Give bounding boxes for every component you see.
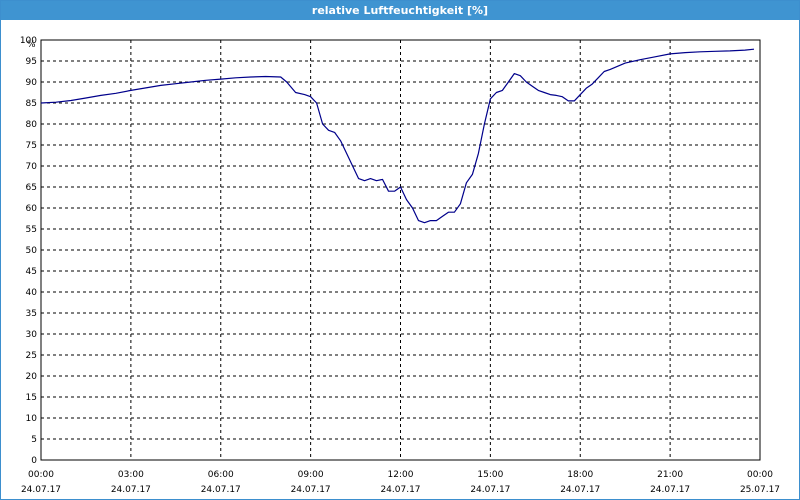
- y-tick-label: 0: [31, 456, 37, 466]
- x-tick-time-label: 09:00: [298, 470, 324, 480]
- x-tick-date-label: 24.07.17: [380, 485, 420, 495]
- y-tick-label: 5: [31, 435, 37, 445]
- x-tick-date-label: 24.07.17: [111, 485, 151, 495]
- y-axis-unit-label: %: [27, 40, 36, 50]
- x-tick-time-label: 06:00: [208, 470, 234, 480]
- y-tick-label: 55: [26, 225, 37, 235]
- plot-area-border: [40, 39, 761, 461]
- x-tick-time-label: 12:00: [388, 470, 414, 480]
- y-tick-label: 30: [26, 330, 38, 340]
- x-tick-date-label: 24.07.17: [291, 485, 331, 495]
- series-line-humidity: [40, 48, 755, 224]
- x-tick-time-label: 03:00: [118, 470, 144, 480]
- x-tick-time-label: 00:00: [747, 470, 773, 480]
- y-tick-label: 25: [26, 351, 37, 361]
- x-tick-time-label: 15:00: [477, 470, 503, 480]
- grid-lines: [41, 40, 760, 460]
- y-tick-label: 75: [26, 141, 37, 151]
- y-tick-label: 90: [26, 78, 38, 88]
- x-tick-time-label: 00:00: [28, 470, 54, 480]
- x-tick-date-label: 24.07.17: [560, 485, 600, 495]
- y-tick-label: 65: [26, 183, 37, 193]
- series-layer: [40, 48, 755, 224]
- y-tick-label: 60: [26, 204, 38, 214]
- y-tick-label: 50: [26, 246, 38, 256]
- y-tick-label: 70: [26, 162, 38, 172]
- x-tick-date-label: 24.07.17: [470, 485, 510, 495]
- x-tick-date-label: 24.07.17: [650, 485, 690, 495]
- y-tick-label: 20: [26, 372, 38, 382]
- x-tick-time-label: 18:00: [567, 470, 593, 480]
- x-tick-date-label: 24.07.17: [21, 485, 61, 495]
- x-axis-ticks: 00:00 24.07.17 03:00 24.07.17 06:00 24.07.17 0…: [21, 470, 780, 495]
- y-tick-label: 10: [26, 414, 38, 424]
- x-tick-date-label: 25.07.17: [740, 485, 780, 495]
- chart-title: relative Luftfeuchtigkeit [%]: [1, 1, 799, 20]
- y-tick-label: 100: [20, 36, 37, 46]
- y-tick-label: 80: [26, 120, 38, 130]
- y-tick-label: 15: [26, 393, 37, 403]
- y-tick-label: 95: [26, 57, 37, 67]
- x-tick-time-label: 21:00: [657, 470, 683, 480]
- y-tick-label: 35: [26, 309, 37, 319]
- y-tick-label: 40: [26, 288, 38, 298]
- y-axis-ticks: 0 5 10 15 20 25 30 35 40 45 50 55 60 65 70 75 80 85 90 95 10…: [20, 36, 37, 466]
- x-tick-date-label: 24.07.17: [201, 485, 241, 495]
- y-tick-label: 85: [26, 99, 37, 109]
- y-tick-label: 45: [26, 267, 37, 277]
